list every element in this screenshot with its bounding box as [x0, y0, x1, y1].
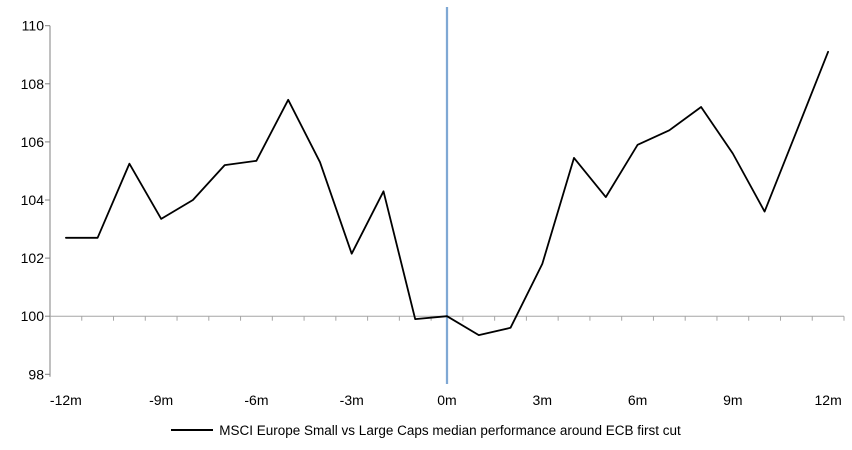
x-axis-tick-label: 6m — [628, 392, 647, 408]
legend-line-sample — [171, 429, 214, 431]
legend-label: MSCI Europe Small vs Large Caps median p… — [219, 422, 681, 438]
x-axis-tick-label: -3m — [340, 392, 364, 408]
y-axis-tick-label: 102 — [21, 250, 45, 266]
x-axis-tick-label: 3m — [533, 392, 552, 408]
x-axis-tick-label: 9m — [723, 392, 742, 408]
x-axis-tick-label: -12m — [50, 392, 82, 408]
y-axis-tick-label: 104 — [21, 192, 45, 208]
y-axis-tick-label: 106 — [21, 134, 45, 150]
x-axis-tick-label: -9m — [149, 392, 173, 408]
y-axis-tick-label: 110 — [22, 18, 45, 34]
y-axis-tick-label: 100 — [21, 308, 45, 324]
x-axis-tick-label: 12m — [815, 392, 842, 408]
y-axis-tick-label: 98 — [28, 366, 44, 382]
y-axis-tick-label: 108 — [21, 76, 45, 92]
legend: MSCI Europe Small vs Large Caps median p… — [0, 420, 852, 440]
x-axis-tick-label: 0m — [437, 392, 456, 408]
series-line — [65, 50, 829, 337]
x-axis-tick-label: -6m — [244, 392, 268, 408]
